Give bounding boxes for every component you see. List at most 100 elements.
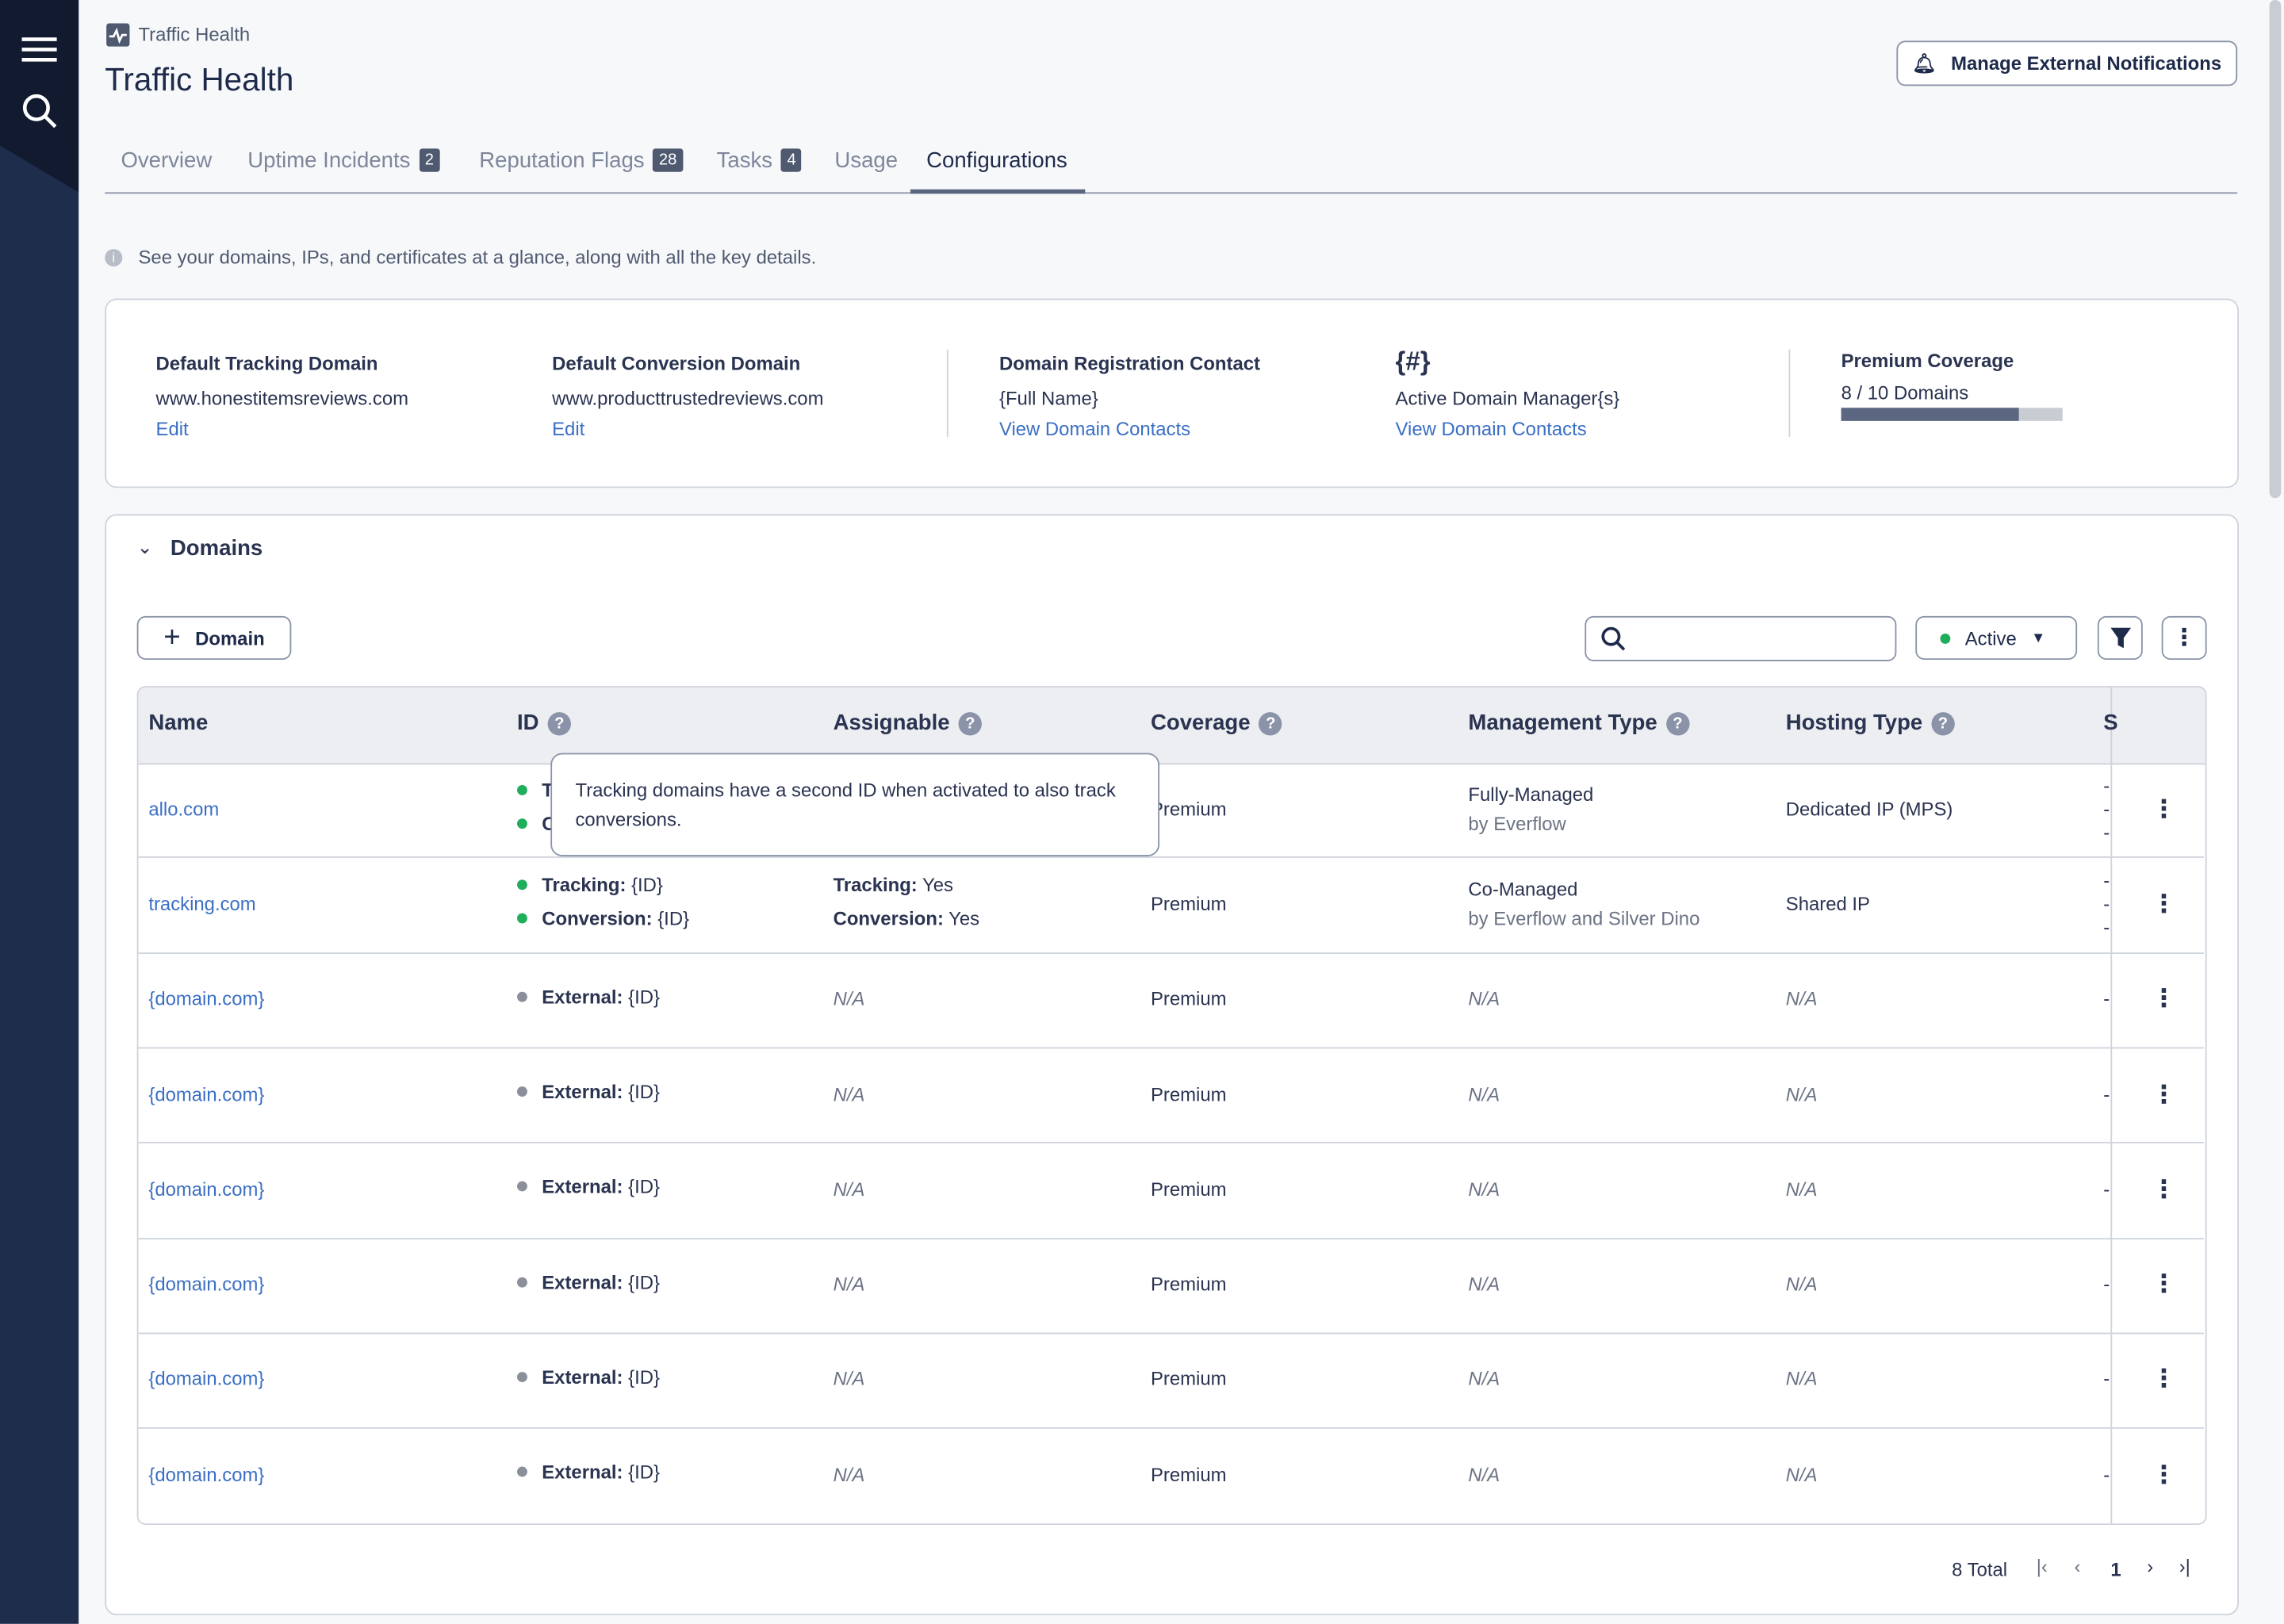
assignable-label: Tracking: bbox=[833, 873, 918, 896]
tab-badge: 4 bbox=[781, 148, 803, 172]
row-divider bbox=[138, 1047, 2204, 1049]
id-entry: Tracking: {ID} bbox=[517, 873, 663, 896]
scrollbar[interactable] bbox=[2269, 0, 2282, 499]
more-button[interactable]: ⋮ bbox=[2161, 615, 2207, 661]
status-dot bbox=[517, 818, 527, 829]
management-type: N/A bbox=[1468, 1273, 1500, 1296]
column-label: Hosting Type bbox=[1785, 710, 1923, 736]
hosting-type: N/A bbox=[1785, 1463, 1818, 1485]
domain-name[interactable]: {domain.com} bbox=[148, 1463, 265, 1485]
domain-name[interactable]: tracking.com bbox=[148, 892, 256, 915]
add-domain-button[interactable]: + Domain bbox=[136, 615, 292, 661]
coverage-title: Premium Coverage bbox=[1841, 349, 2014, 372]
coverage-bar-track bbox=[1841, 408, 2063, 421]
row-menu[interactable]: ⋮ bbox=[2151, 1270, 2177, 1298]
id-value: {ID} bbox=[628, 1461, 660, 1484]
breadcrumb[interactable]: Traffic Health bbox=[138, 23, 251, 45]
s-value: - bbox=[2103, 797, 2110, 820]
page-title: Traffic Health bbox=[105, 61, 294, 98]
search-icon bbox=[1601, 626, 1626, 651]
tab[interactable]: Configurations bbox=[926, 148, 1067, 173]
status-filter[interactable]: Active ▼ bbox=[1915, 615, 2078, 661]
domain-name[interactable]: {domain.com} bbox=[148, 1368, 265, 1391]
prev-page[interactable]: ‹ bbox=[2074, 1555, 2081, 1578]
domain-name[interactable]: {domain.com} bbox=[148, 1273, 265, 1296]
id-entry: External: {ID} bbox=[517, 1081, 660, 1102]
id-entry: External: {ID} bbox=[517, 1461, 660, 1484]
summary-title: Default Tracking Domain bbox=[155, 352, 378, 375]
tab[interactable]: Tasks 4 bbox=[717, 148, 803, 174]
summary-link[interactable]: Edit bbox=[155, 418, 189, 440]
tab[interactable]: Reputation Flags 28 bbox=[479, 148, 683, 174]
row-menu[interactable]: ⋮ bbox=[2151, 890, 2177, 918]
status-dot bbox=[517, 1182, 527, 1193]
tab-label: Reputation Flags bbox=[479, 148, 645, 174]
menu-icon[interactable] bbox=[21, 37, 57, 62]
summary-value: Active Domain Manager{s} bbox=[1395, 387, 1620, 410]
first-page[interactable]: |‹ bbox=[2036, 1555, 2048, 1578]
tab-label: Configurations bbox=[926, 148, 1067, 174]
breadcrumb-icon bbox=[106, 23, 130, 47]
row-menu[interactable]: ⋮ bbox=[2151, 985, 2177, 1013]
s-value: - bbox=[2103, 916, 2110, 938]
current-page[interactable]: 1 bbox=[2110, 1558, 2121, 1580]
column-header: S bbox=[2103, 710, 2117, 735]
next-page[interactable]: › bbox=[2147, 1555, 2154, 1578]
help-icon: ? bbox=[547, 712, 571, 736]
sidebar bbox=[0, 0, 79, 1624]
coverage: Premium bbox=[1150, 1463, 1227, 1485]
collapse-icon[interactable]: ⌄ bbox=[136, 535, 153, 558]
last-page[interactable]: ›| bbox=[2179, 1555, 2190, 1578]
tab[interactable]: Uptime Incidents 2 bbox=[247, 148, 440, 174]
row-menu[interactable]: ⋮ bbox=[2151, 1079, 2177, 1108]
tab-label: Overview bbox=[121, 148, 213, 174]
filter-icon bbox=[2110, 627, 2131, 649]
column-label: ID bbox=[517, 710, 539, 736]
assignable-label: Conversion: bbox=[833, 907, 944, 929]
summary-link[interactable]: Edit bbox=[552, 418, 585, 440]
tab[interactable]: Overview bbox=[121, 148, 212, 173]
s-clip: - bbox=[2098, 1237, 2109, 1332]
management-type: N/A bbox=[1468, 1178, 1500, 1201]
search-input[interactable] bbox=[1585, 615, 1897, 661]
s-value: - bbox=[2103, 1463, 2110, 1485]
coverage: Premium bbox=[1150, 1273, 1227, 1296]
domain-name[interactable]: {domain.com} bbox=[148, 1082, 265, 1105]
row-menu[interactable]: ⋮ bbox=[2151, 795, 2177, 823]
filter-button[interactable] bbox=[2097, 615, 2143, 661]
column-header: Assignable? bbox=[834, 710, 982, 736]
id-label: External: bbox=[542, 1175, 623, 1198]
search-icon[interactable] bbox=[22, 94, 57, 128]
id-value: {ID} bbox=[631, 873, 663, 896]
table bbox=[136, 686, 2207, 1526]
column-label: Coverage bbox=[1150, 710, 1251, 736]
assignable-entry: Tracking: Yes bbox=[834, 874, 953, 896]
notifications-button[interactable]: 🔔︎ Manage External Notifications bbox=[1896, 40, 2238, 86]
row-menu[interactable]: ⋮ bbox=[2151, 1174, 2177, 1203]
management-type: Co-Managed bbox=[1468, 878, 1578, 900]
section-title: Domains bbox=[170, 535, 263, 561]
id-label: External: bbox=[542, 1365, 623, 1388]
row-menu[interactable]: ⋮ bbox=[2151, 1460, 2177, 1488]
id-value: {ID} bbox=[628, 1175, 660, 1198]
summary-title: {#} bbox=[1395, 347, 1431, 376]
status-dot bbox=[517, 879, 527, 891]
domain-name[interactable]: {domain.com} bbox=[148, 987, 265, 1010]
s-value: - bbox=[2103, 821, 2110, 843]
summary-value: www.producttrustedreviews.com bbox=[552, 387, 824, 410]
table-header bbox=[138, 687, 2205, 765]
button-label: Manage External Notifications bbox=[1951, 52, 2222, 75]
id-value: {ID} bbox=[657, 907, 690, 929]
row-menu[interactable]: ⋮ bbox=[2151, 1365, 2177, 1393]
summary-card bbox=[105, 298, 2240, 488]
s-clip: - bbox=[2098, 1332, 2109, 1427]
domain-name[interactable]: allo.com bbox=[148, 797, 220, 820]
s-clip: - bbox=[2098, 952, 2109, 1047]
tab[interactable]: Usage bbox=[834, 148, 898, 173]
summary-link[interactable]: View Domain Contacts bbox=[1395, 418, 1587, 440]
assignable: N/A bbox=[833, 1082, 865, 1105]
domain-name[interactable]: {domain.com} bbox=[148, 1178, 265, 1201]
summary-link[interactable]: View Domain Contacts bbox=[998, 418, 1191, 440]
s-clip: --- bbox=[2098, 857, 2110, 952]
s-value: - bbox=[2103, 869, 2110, 891]
